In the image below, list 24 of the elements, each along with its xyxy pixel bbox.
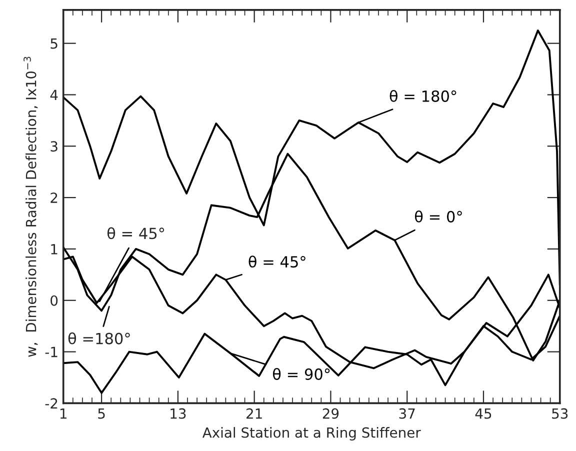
x-tick-label: 53 [552, 408, 568, 419]
y-tick-label: -2 [45, 398, 58, 408]
y-tick-label: 4 [50, 90, 58, 100]
x-axis-title: Axial Station at a Ring Stiffener [202, 427, 421, 440]
y-tick-label: 0 [50, 295, 58, 306]
y-tick-label: 1 [51, 244, 58, 254]
x-tick-label: 21 [246, 408, 262, 419]
y-tick-label: 2 [50, 192, 58, 203]
y-axis-title: w, Dimensionless Radial Deflection, Ix10$^{−3}$ [24, 56, 38, 357]
series-label: θ = 90° [272, 368, 330, 380]
annotation: θ =180° [68, 332, 130, 344]
y-tick-label: 5 [50, 38, 58, 49]
series-label: θ = 45° [248, 256, 306, 268]
x-tick-label: 45 [475, 408, 492, 419]
x-tick-label: 5 [98, 408, 105, 419]
x-tick-label: 1 [60, 408, 66, 419]
annotation: θ = 45° [107, 227, 164, 240]
y-tick-label: 3 [50, 141, 58, 152]
x-tick-label: 13 [170, 408, 186, 419]
series-label: θ = 0° [414, 210, 462, 222]
x-tick-label: 37 [399, 408, 415, 419]
x-tick-label: 29 [322, 408, 339, 419]
y-tick-label: -1 [45, 346, 58, 358]
text: θ = 180° [390, 90, 456, 102]
